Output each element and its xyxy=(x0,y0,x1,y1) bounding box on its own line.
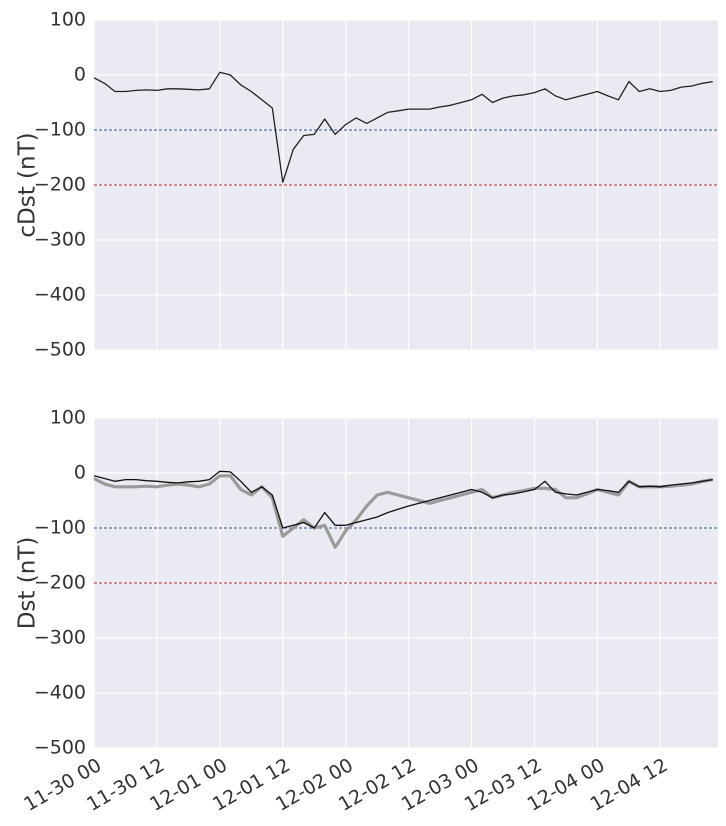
y-tick-label: −100 xyxy=(34,517,86,539)
y-tick-label: 100 xyxy=(50,9,86,31)
y-tick-label: −200 xyxy=(34,572,86,594)
y-axis-label: Dst (nT) xyxy=(15,537,41,630)
y-tick-label: −100 xyxy=(34,119,86,141)
subplot: −500 −400 −300 −200 −100 0 100 cDst (nT) xyxy=(15,9,718,361)
y-tick-label: −400 xyxy=(34,682,86,704)
y-tick-label: −200 xyxy=(34,174,86,196)
y-axis-label: cDst (nT) xyxy=(15,132,41,237)
y-tick-label: −300 xyxy=(34,627,86,649)
data-line xyxy=(93,71,713,183)
y-tick-label: 0 xyxy=(74,64,86,86)
data-line xyxy=(93,474,714,549)
y-tick-label: 0 xyxy=(74,462,86,484)
y-tick-label: −500 xyxy=(34,339,86,361)
y-tick-label: −500 xyxy=(34,737,86,759)
y-tick-label: −400 xyxy=(34,284,86,306)
data-line xyxy=(93,470,713,529)
y-tick-label: −300 xyxy=(34,229,86,251)
y-tick-label: 100 xyxy=(50,407,86,429)
